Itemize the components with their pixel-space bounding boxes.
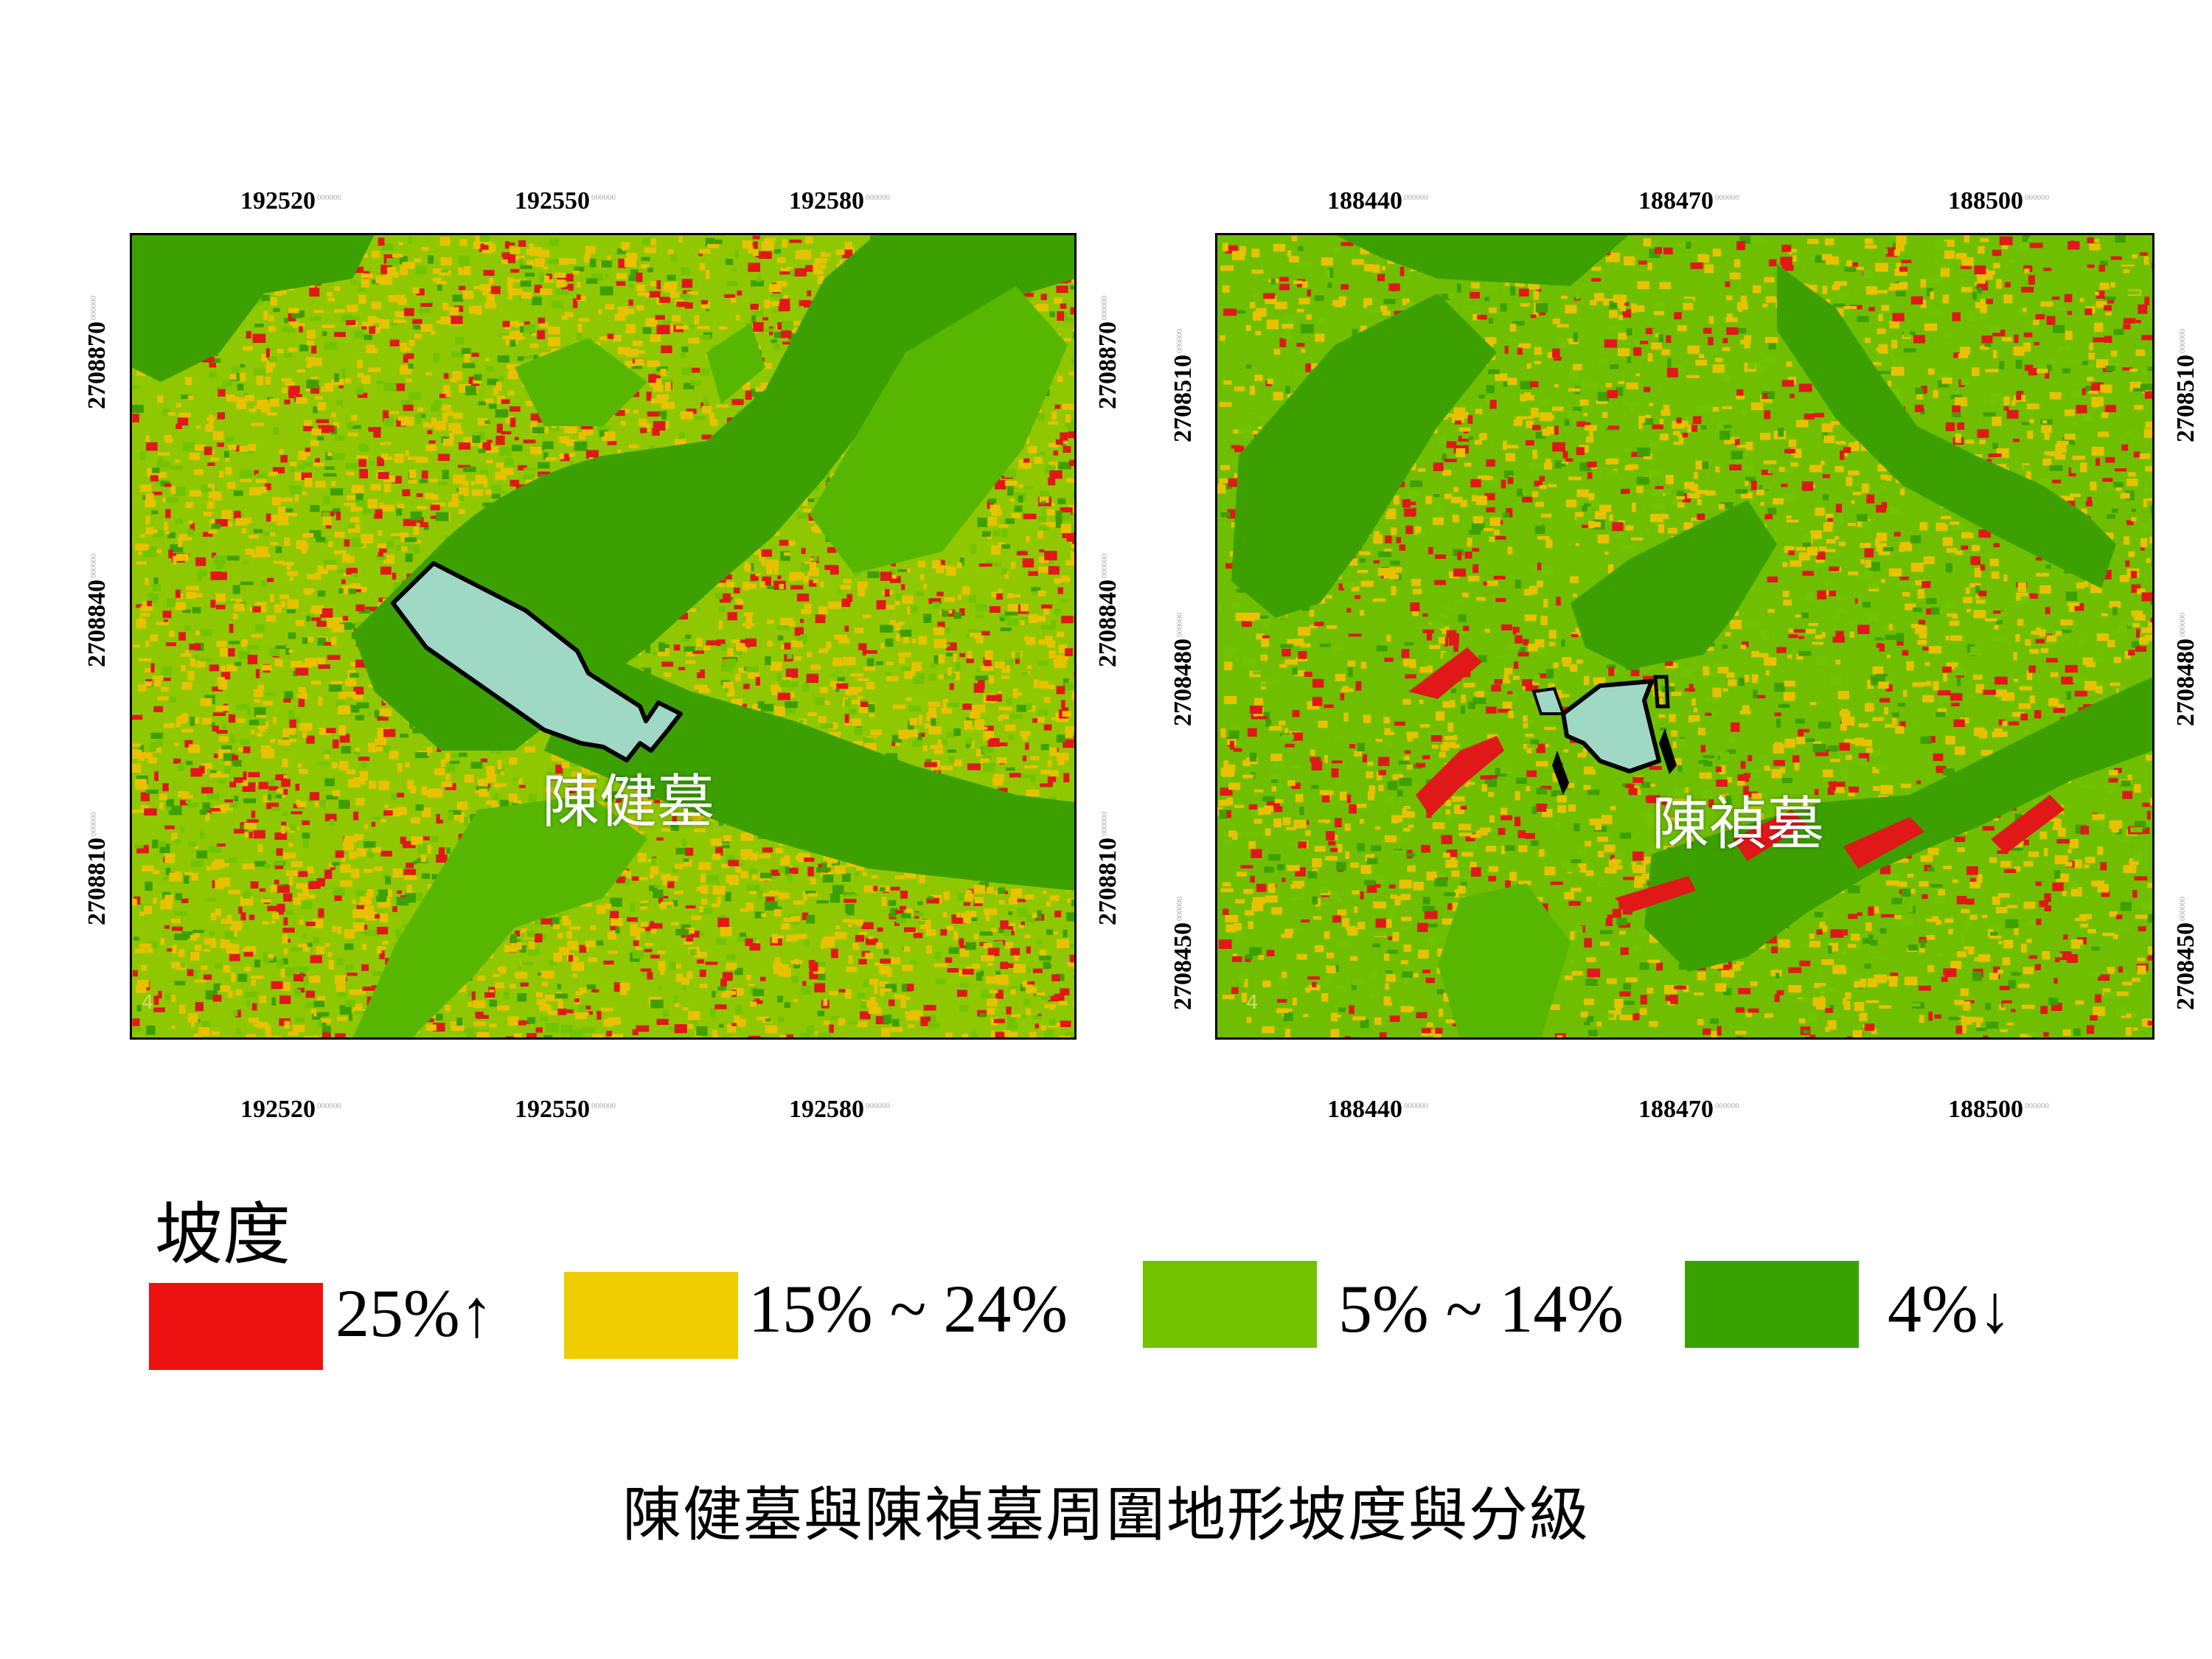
left-top-xtick-1: 192520 000000 xyxy=(240,187,341,215)
legend-swatch-steep xyxy=(149,1283,323,1370)
left-ytick-3: 2708810000000 xyxy=(83,812,111,925)
right-right-ytick-3: 2708450000000 xyxy=(2172,897,2199,1010)
right-ytick-3: 2708450000000 xyxy=(1169,897,1197,1010)
left-tomb-outline xyxy=(391,561,683,762)
right-bottom-xtick-1: 188440 000000 xyxy=(1327,1096,1428,1123)
right-site-label: 陳禎墓 xyxy=(1652,791,1825,858)
legend-title: 坡度 xyxy=(155,1195,291,1274)
left-map-raster xyxy=(131,234,1075,1038)
left-ytick-1: 2708870000000 xyxy=(83,296,111,409)
legend-label-moderate-low: 5% ~ 14% xyxy=(1338,1271,1624,1346)
legend-label-steep: 25%↑ xyxy=(335,1276,494,1351)
legend-swatch-moderate-high xyxy=(564,1272,738,1359)
left-bottom-xtick-3: 192580 000000 xyxy=(789,1096,890,1123)
left-site-label: 陳健墓 xyxy=(542,769,715,835)
left-top-xtick-2: 192550 000000 xyxy=(515,187,616,215)
legend-label-flat: 4%↓ xyxy=(1888,1271,2012,1346)
right-ytick-2: 2708480000000 xyxy=(1169,613,1197,726)
right-right-ytick-1: 2708510000000 xyxy=(2172,329,2199,442)
legend-swatch-moderate-low xyxy=(1143,1261,1317,1348)
left-bottom-xtick-2: 192550 000000 xyxy=(515,1096,616,1123)
right-top-xtick-1: 188440 000000 xyxy=(1327,187,1428,215)
right-slope-map xyxy=(1217,234,2153,1038)
right-right-ytick-2: 2708480000000 xyxy=(2172,613,2199,726)
left-corner-mark: 4 xyxy=(142,992,154,1014)
legend-label-moderate-high: 15% ~ 24% xyxy=(748,1271,1068,1346)
right-steep-patches xyxy=(1408,647,2065,913)
right-top-xtick-3: 188500 000000 xyxy=(1948,187,2049,215)
left-slope-map xyxy=(131,234,1075,1038)
right-corner-mark: 4 xyxy=(1246,992,1259,1014)
left-ytick-2: 2708840000000 xyxy=(83,554,111,667)
left-bottom-xtick-1: 192520 000000 xyxy=(240,1096,341,1123)
right-bottom-xtick-3: 188500 000000 xyxy=(1948,1096,2049,1123)
right-tomb-outline xyxy=(1531,675,1677,795)
right-map-raster xyxy=(1217,234,2153,1038)
right-top-xtick-2: 188470 000000 xyxy=(1638,187,1739,215)
left-top-xtick-3: 192580 000000 xyxy=(789,187,890,215)
figure-caption: 陳健墓與陳禎墓周圍地形坡度與分級 xyxy=(622,1481,1590,1549)
left-right-ytick-2: 2708840000000 xyxy=(1094,554,1121,667)
left-right-ytick-3: 2708810000000 xyxy=(1094,812,1121,925)
right-bottom-xtick-2: 188470 000000 xyxy=(1638,1096,1739,1123)
right-ytick-1: 2708510000000 xyxy=(1169,329,1197,442)
left-right-ytick-1: 2708870000000 xyxy=(1094,296,1121,409)
legend-swatch-flat xyxy=(1685,1261,1859,1348)
